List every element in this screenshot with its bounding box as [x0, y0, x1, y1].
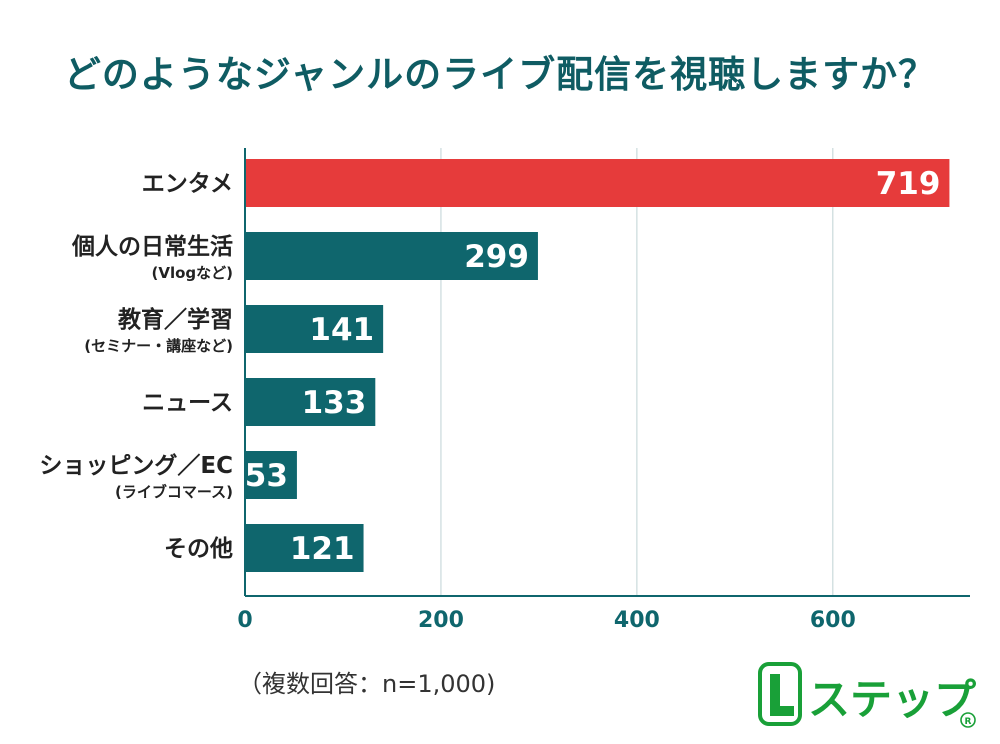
x-tick-label: 400	[614, 608, 660, 633]
category-label: 教育／学習	[118, 306, 233, 333]
bar-value-label: 53	[245, 458, 288, 494]
category-sublabel: (ライブコマース)	[115, 483, 233, 501]
category-label: ニュース	[142, 390, 233, 416]
bar-value-label: 141	[309, 312, 374, 348]
logo-icon: ステップ R	[758, 662, 977, 728]
x-tick-label: 600	[810, 608, 856, 633]
sample-note: （複数回答：n=1,000)	[238, 670, 496, 698]
bar-value-label: 133	[302, 385, 367, 421]
category-label: ショッピング／EC	[39, 452, 233, 479]
bar	[245, 232, 538, 280]
category-label: その他	[164, 536, 233, 562]
bar-value-label: 719	[876, 166, 941, 202]
category-label: 個人の日常生活	[71, 234, 233, 260]
bar-value-label: 299	[464, 239, 529, 275]
svg-text:R: R	[965, 717, 972, 727]
category-sublabel: (Vlogなど)	[151, 264, 233, 282]
bar-value-label: 121	[290, 531, 355, 567]
category-sublabel: (セミナー・講座など)	[84, 337, 233, 355]
bar	[245, 378, 376, 426]
bar	[245, 305, 384, 353]
chart-title: どのようなジャンルのライブ配信を視聴しますか？	[63, 53, 937, 96]
bar	[245, 524, 364, 572]
lstep-logo: ステップ R	[758, 662, 977, 728]
bar	[245, 159, 950, 207]
category-label: エンタメ	[142, 171, 233, 197]
x-tick-label: 0	[237, 608, 252, 633]
bar	[245, 451, 297, 499]
x-tick-label: 200	[418, 608, 464, 633]
logo-wordmark: ステップ	[808, 675, 976, 724]
